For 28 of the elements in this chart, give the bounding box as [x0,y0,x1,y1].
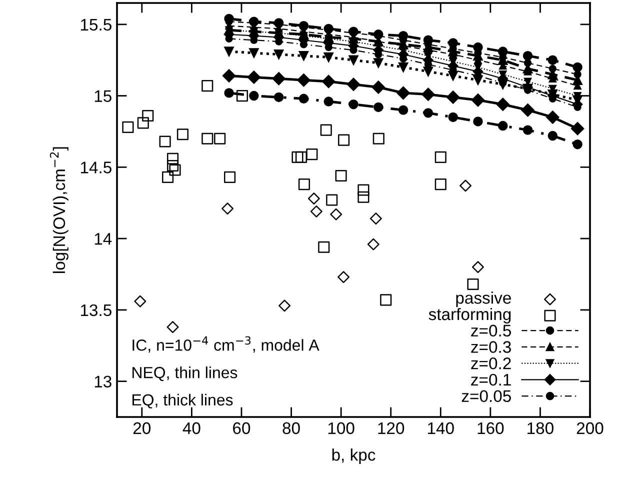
y-tick-label: 15.5 [80,18,112,31]
annotation: EQ, thick lines [132,394,233,408]
legend-label: starforming [428,308,511,324]
legend-label: z=0.1 [471,374,511,386]
annotation: IC, n=10$^{−4}$ cm$^{−3}$, model A [132,336,320,353]
annotation: NEQ, thin lines [132,366,238,382]
x-tick-label: 80 [282,422,300,434]
x-tick-label: 60 [233,422,250,434]
x-tick-label: 120 [378,422,404,434]
x-tick-label: 140 [428,422,454,434]
y-tick-label: 13 [94,376,112,388]
y-tick-label: 14.5 [80,162,112,174]
legend-label: z=0.5 [471,324,511,337]
x-tick-label: 200 [576,422,604,434]
x-tick-label: 160 [478,422,504,434]
legend-label: passive [456,292,511,308]
y-axis-title: log[N(OVI),cm$^{−2}$] [50,147,68,273]
y-tick-label: 14 [94,233,112,245]
legend-label: z=0.2 [471,357,511,370]
x-tick-label: 20 [133,422,151,434]
x-tick-label: 40 [182,422,200,434]
x-tick-label: 100 [328,422,354,434]
x-tick-label: 180 [528,422,554,434]
x-axis-title: b, kpc [332,448,376,464]
legend-label: z=0.3 [471,341,511,353]
y-tick-label: 15 [94,90,112,102]
y-tick-label: 13.5 [80,304,112,316]
legend-label: z=0.05 [462,390,511,402]
